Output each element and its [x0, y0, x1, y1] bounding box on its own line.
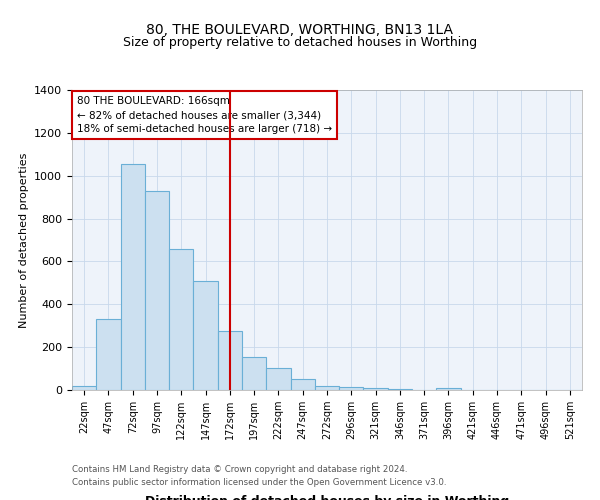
Text: Contains HM Land Registry data © Crown copyright and database right 2024.: Contains HM Land Registry data © Crown c…	[72, 466, 407, 474]
Bar	[339, 387, 364, 390]
Bar	[72, 386, 96, 390]
Bar	[218, 331, 242, 390]
Bar	[436, 388, 461, 390]
Text: 80, THE BOULEVARD, WORTHING, BN13 1LA: 80, THE BOULEVARD, WORTHING, BN13 1LA	[146, 22, 454, 36]
Text: 80 THE BOULEVARD: 166sqm
← 82% of detached houses are smaller (3,344)
18% of sem: 80 THE BOULEVARD: 166sqm ← 82% of detach…	[77, 96, 332, 134]
Bar	[96, 320, 121, 390]
Bar	[169, 248, 193, 390]
Bar	[388, 389, 412, 390]
Bar	[193, 280, 218, 390]
Bar	[145, 190, 169, 390]
Bar	[290, 380, 315, 390]
Text: Contains public sector information licensed under the Open Government Licence v3: Contains public sector information licen…	[72, 478, 446, 487]
Bar	[315, 386, 339, 390]
Bar	[364, 388, 388, 390]
Bar	[266, 368, 290, 390]
Text: Size of property relative to detached houses in Worthing: Size of property relative to detached ho…	[123, 36, 477, 49]
Bar	[242, 357, 266, 390]
Bar	[121, 164, 145, 390]
Y-axis label: Number of detached properties: Number of detached properties	[19, 152, 29, 328]
X-axis label: Distribution of detached houses by size in Worthing: Distribution of detached houses by size …	[145, 495, 509, 500]
